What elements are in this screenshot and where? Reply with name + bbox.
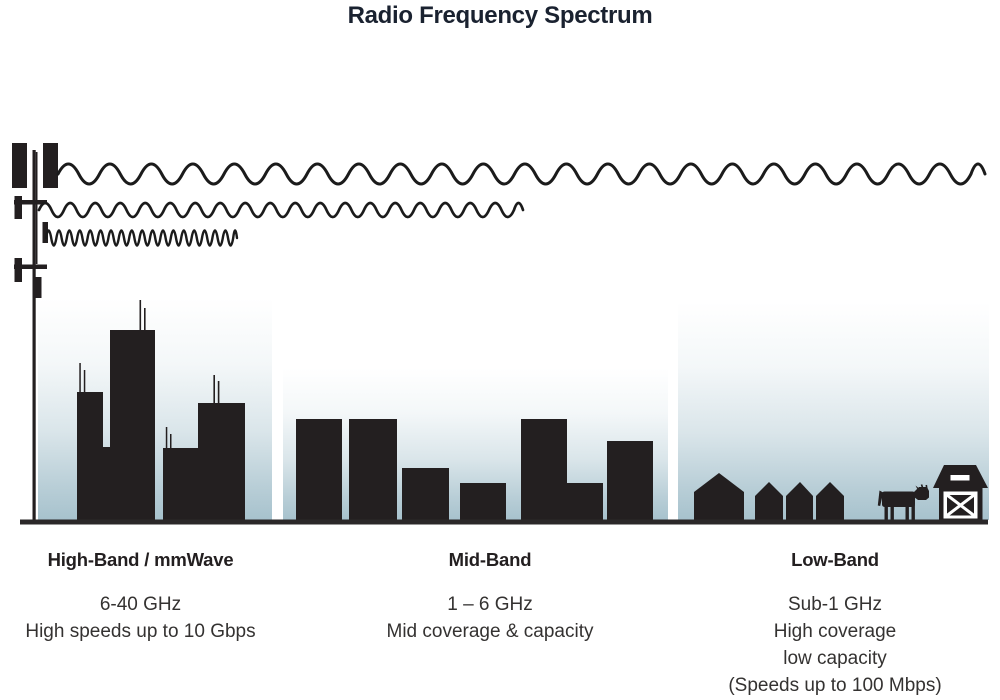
low-band-frequency: Sub-1 GHz <box>788 594 882 615</box>
house-icon <box>694 473 744 520</box>
mid-band-description: Mid coverage & capacity <box>386 621 594 642</box>
cell-tower-icon <box>12 143 58 522</box>
barn-icon <box>933 465 988 520</box>
building-icon <box>567 483 603 520</box>
page-title: Radio Frequency Spectrum <box>347 2 653 29</box>
house-icon <box>755 482 783 520</box>
skyscraper-icon <box>198 375 245 520</box>
building-icon <box>521 419 567 520</box>
mid-band-skyline <box>296 419 653 520</box>
mid-band-heading: Mid-Band <box>448 549 532 570</box>
high-band-frequency: 6-40 GHz <box>99 594 182 615</box>
building-icon <box>402 468 449 520</box>
high-band-description: High speeds up to 10 Gbps <box>25 621 256 642</box>
low-band-speed: (Speeds up to 100 Mbps) <box>728 675 942 696</box>
mid-band-label-block: Mid-Band 1 – 6 GHz Mid coverage & capaci… <box>350 548 630 645</box>
low-band-heading: Low-Band <box>791 549 879 570</box>
high-band-skyline <box>77 300 245 520</box>
skyscraper-icon <box>103 447 110 520</box>
house-icon <box>786 482 813 520</box>
skyscraper-icon <box>77 363 103 520</box>
long-wavelength-wave-icon <box>56 162 987 186</box>
ground-line <box>20 519 988 525</box>
skyscraper-icon <box>110 300 155 520</box>
mid-band-frequency: 1 – 6 GHz <box>447 594 533 615</box>
short-wavelength-wave-icon <box>44 229 239 247</box>
skyscraper-icon <box>163 427 198 520</box>
low-band-coverage: High coverage <box>773 621 897 642</box>
building-icon <box>460 483 506 520</box>
building-icon <box>296 419 342 520</box>
low-band-rural-scene <box>694 465 988 520</box>
low-band-capacity: low capacity <box>783 648 887 669</box>
house-icon <box>816 482 844 520</box>
medium-wavelength-wave-icon <box>37 201 525 219</box>
building-icon <box>607 441 653 520</box>
high-band-heading: High-Band / mmWave <box>47 549 234 570</box>
low-band-label-block: Low-Band Sub-1 GHz High coverage low cap… <box>685 548 985 699</box>
cow-icon <box>877 484 929 520</box>
building-icon <box>349 419 397 520</box>
high-band-label-block: High-Band / mmWave 6-40 GHz High speeds … <box>0 548 281 645</box>
